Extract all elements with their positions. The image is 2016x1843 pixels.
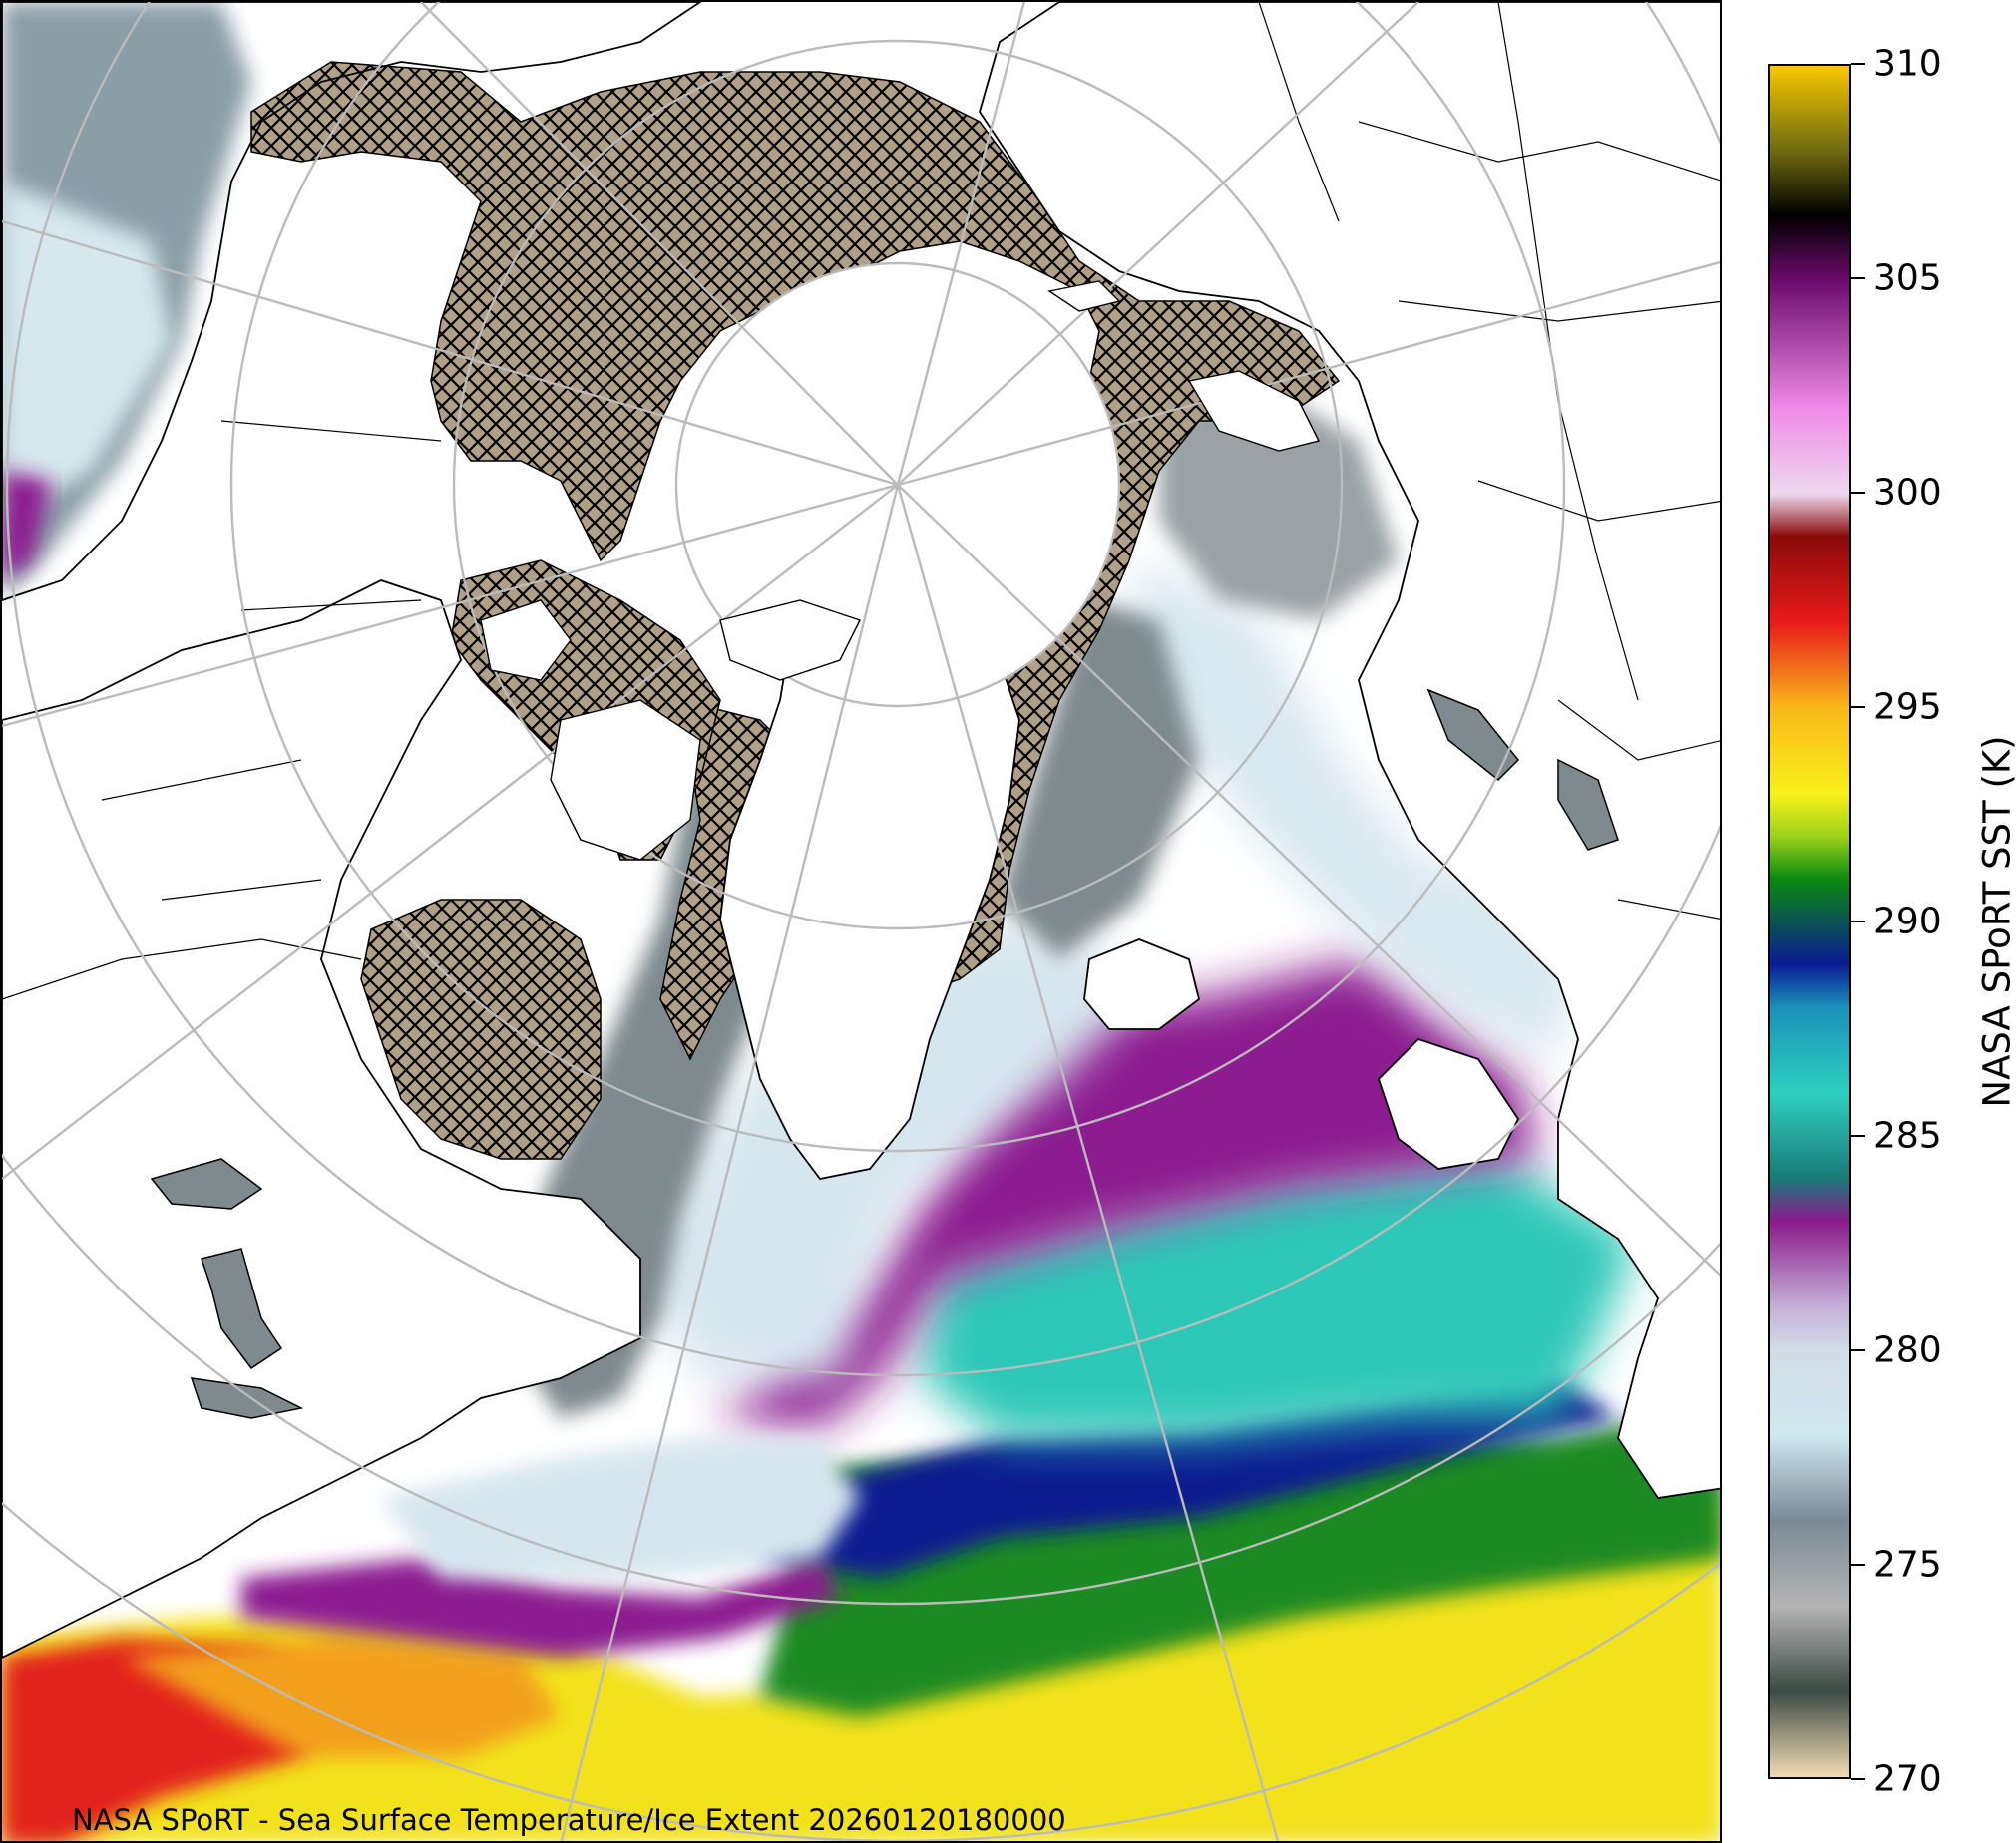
sst-light-nordic (1129, 560, 1578, 1059)
colorbar-label: NASA SPoRT SST (K) (1975, 735, 2016, 1108)
colorbar-tick-label: 295 (1873, 686, 1942, 728)
island-svalbard (1187, 370, 1321, 452)
land-eurasia (979, 2, 1720, 1499)
land-alaska (2, 2, 702, 601)
latitude-ring-2 (452, 39, 1344, 930)
meridian-2 (897, 2, 1419, 486)
boundary-canada-us (2, 938, 362, 1000)
sst-pacific-light (2, 182, 172, 521)
graticule (2, 2, 1720, 1841)
colorbar-tick-mark (1851, 1349, 1865, 1351)
colorbar-tick-mark (1851, 492, 1865, 494)
latitude-ring-5 (2, 1153, 1720, 1605)
colorbar-tick-mark (1851, 277, 1865, 279)
meridian-4 (897, 484, 1720, 1277)
sst-map (2, 2, 1720, 1841)
lake-michigan-huron (201, 1248, 283, 1370)
meridian-5 (896, 484, 1280, 1841)
lake-erie-ontario (190, 1377, 304, 1419)
sst-purple-band (720, 959, 1538, 1428)
land-scandinavia (1377, 1037, 1520, 1170)
colorbar-tick-mark (1851, 1778, 1865, 1780)
colorbar-tick-mark (1851, 921, 1865, 922)
sst-light-scotian (381, 1438, 860, 1578)
sst-purple-coast (241, 1558, 840, 1658)
boundary-eurasia-1 (1358, 121, 1720, 920)
latitude-ring-4 (6, 2, 1720, 1376)
sst-colorbar (1768, 64, 1851, 1779)
map-caption: NASA SPoRT - Sea Surface Temperature/Ice… (72, 1803, 1066, 1837)
colorbar-tick-label: 280 (1873, 1329, 1942, 1371)
colorbar-tick-label: 310 (1873, 43, 1942, 85)
arctic-islands (480, 280, 1321, 861)
latitude-ring-3 (230, 2, 1565, 1152)
meridian-7 (2, 484, 899, 1180)
meridian-3 (897, 260, 1720, 487)
colorbar-tick-label: 300 (1873, 472, 1942, 514)
lake-caspian-ladoga (1557, 758, 1619, 851)
meridian-6 (560, 484, 900, 1841)
island-ellesmere (719, 599, 861, 681)
meridian-8 (2, 483, 899, 728)
sst-map-panel: NASA SPoRT - Sea Surface Temperature/Ice… (0, 0, 1722, 1843)
latitude-ring-1 (674, 261, 1121, 708)
land-north-america (2, 579, 641, 1659)
island-victoria (480, 599, 572, 681)
colorbar-tick-label: 285 (1873, 1115, 1942, 1157)
colorbar-tick-mark (1851, 63, 1865, 65)
colorbar-tick-mark (1851, 1564, 1865, 1566)
sea-ice-hudson (360, 899, 602, 1160)
sst-light-shelf (640, 920, 1159, 1378)
sst-blue-band (760, 1378, 1618, 1578)
colorbar-tick-mark (1851, 1135, 1865, 1137)
sst-grey-greenland-sea (1000, 600, 1199, 959)
colorbar-tick-label: 290 (1873, 901, 1942, 942)
lake-baikal (1426, 688, 1520, 782)
colorbar-tick-label: 305 (1873, 257, 1942, 299)
colorbar-tick-label: 270 (1873, 1758, 1942, 1800)
great-lakes (150, 688, 1619, 1419)
meridian-10 (2, 219, 899, 487)
colorbar-tick-label: 275 (1873, 1544, 1942, 1586)
colorbar-tick-mark (1851, 706, 1865, 708)
meridian-1 (896, 2, 1026, 486)
land-masses (2, 2, 1720, 1659)
land-iceland (1083, 938, 1201, 1030)
sst-pacific-purple (2, 471, 52, 580)
meridian-9 (420, 2, 899, 486)
boundary-eurasia-2 (1258, 2, 1639, 701)
lake-superior (150, 1158, 263, 1210)
island-franz-josef (1047, 280, 1121, 312)
political-boundaries (2, 2, 1720, 1000)
boundary-provinces-1 (101, 420, 442, 901)
island-baffin (550, 699, 701, 861)
